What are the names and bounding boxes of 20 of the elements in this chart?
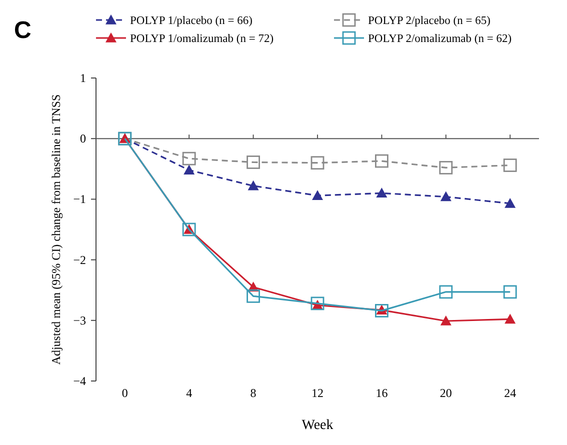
y-tick-label: −1	[73, 192, 86, 206]
legend-label: POLYP 2/placebo (n = 65)	[368, 15, 491, 27]
legend-label: POLYP 2/omalizumab (n = 62)	[368, 33, 512, 45]
x-tick-label: 12	[312, 386, 324, 400]
legend-label: POLYP 1/omalizumab (n = 72)	[130, 33, 274, 45]
y-axis-title: Adjusted mean (95% CI) change from baseline in TNSS	[49, 94, 63, 365]
x-tick-label: 0	[122, 386, 128, 400]
x-tick-label: 20	[440, 386, 452, 400]
y-tick-label: 1	[80, 71, 86, 85]
x-tick-label: 24	[504, 386, 516, 400]
x-tick-label: 16	[376, 386, 388, 400]
x-tick-label: 4	[186, 386, 192, 400]
y-tick-label: −4	[73, 374, 86, 388]
y-tick-label: −2	[73, 252, 86, 267]
x-axis-title: Week	[302, 418, 334, 433]
text: C	[14, 17, 32, 44]
y-tick-label: −3	[73, 313, 86, 328]
legend-label: POLYP 1/placebo (n = 66)	[130, 15, 253, 27]
x-tick-label: 8	[250, 386, 256, 400]
y-tick-label: 0	[80, 132, 86, 146]
